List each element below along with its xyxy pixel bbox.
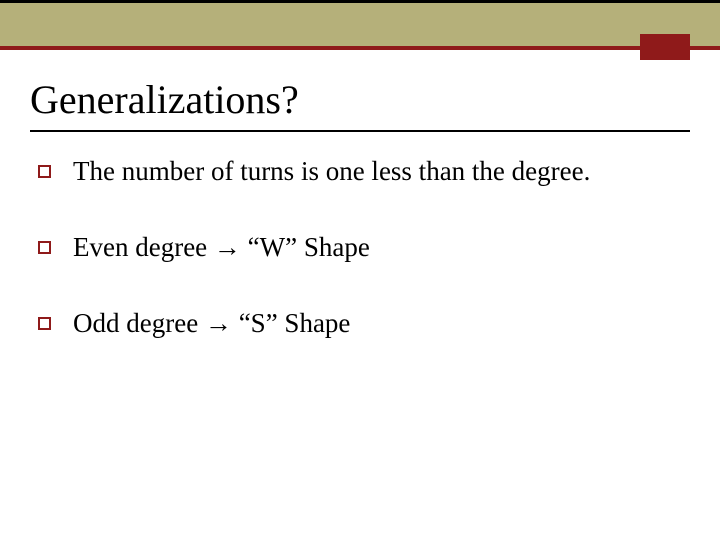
bullet-text: The number of turns is one less than the… — [73, 155, 590, 189]
square-bullet-icon — [38, 165, 51, 178]
list-item: The number of turns is one less than the… — [38, 155, 678, 189]
accent-box — [640, 34, 690, 60]
title-underline — [30, 130, 690, 132]
list-item: Even degree → “W” Shape — [38, 231, 678, 265]
slide-title: Generalizations? — [30, 76, 299, 123]
square-bullet-icon — [38, 317, 51, 330]
title-band — [0, 0, 720, 48]
band-top-line — [0, 0, 720, 3]
bullet-text: Even degree → “W” Shape — [73, 231, 370, 265]
list-item: Odd degree → “S” Shape — [38, 307, 678, 341]
bullet-list: The number of turns is one less than the… — [38, 155, 678, 382]
square-bullet-icon — [38, 241, 51, 254]
band-bottom-line — [0, 46, 720, 50]
bullet-text: Odd degree → “S” Shape — [73, 307, 350, 341]
